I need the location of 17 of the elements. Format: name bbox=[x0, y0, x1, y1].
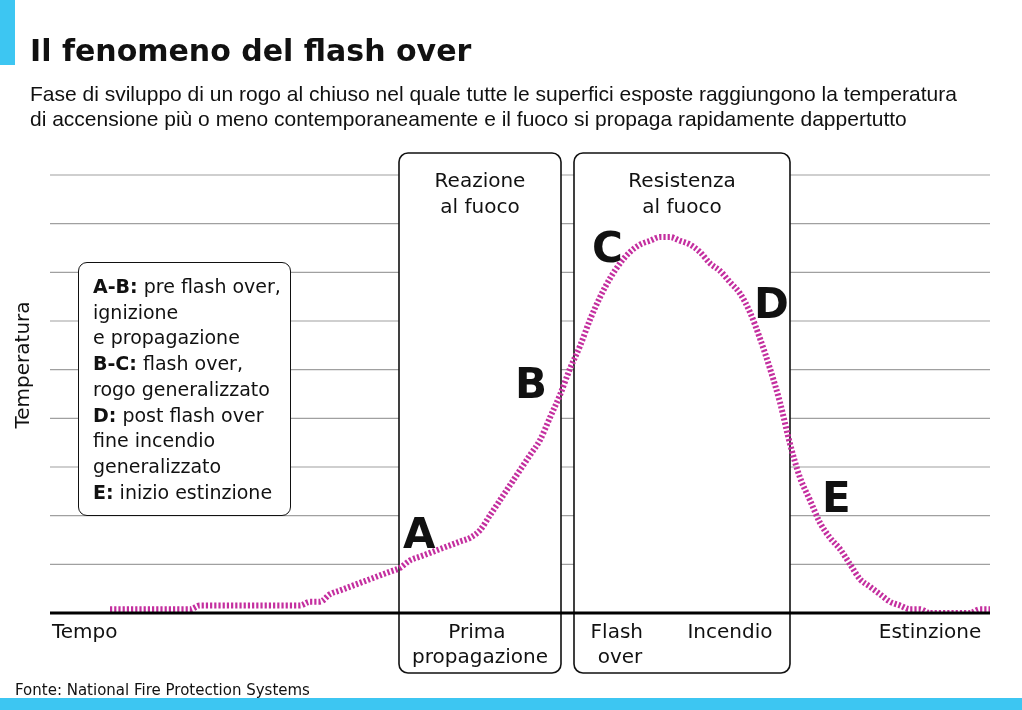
annotation: C bbox=[592, 223, 623, 272]
annotation: A bbox=[403, 509, 436, 558]
annotation: D bbox=[754, 279, 789, 328]
x-tick-label: Incendio bbox=[687, 619, 773, 643]
chart-subtitle: Fase di sviluppo di un rogo al chiuso nel quale tutte le superfici esposte raggiungono la temperatura di accensione più o meno contemporaneamente e il fuoco si propaga rapidamente dappertutto bbox=[30, 81, 957, 131]
text: Reazione al fuoco bbox=[433, 167, 527, 219]
annotation: E bbox=[822, 473, 851, 522]
source-note: Fonte: National Fire Protection Systems bbox=[15, 681, 310, 699]
x-axis-title: Tempo bbox=[52, 619, 118, 644]
x-tick-label: Prima propagazione bbox=[412, 619, 548, 668]
text: Resistenza al fuoco bbox=[627, 167, 737, 219]
annotation: E: inizio estinzione bbox=[93, 480, 273, 503]
x-tick-label: Flash over bbox=[590, 619, 650, 668]
chart-title: Il fenomeno del flash over bbox=[30, 33, 472, 68]
x-tick-label: Estinzione bbox=[878, 619, 982, 643]
annotation: B bbox=[515, 359, 548, 408]
y-axis-title: Temperatura bbox=[10, 301, 34, 430]
